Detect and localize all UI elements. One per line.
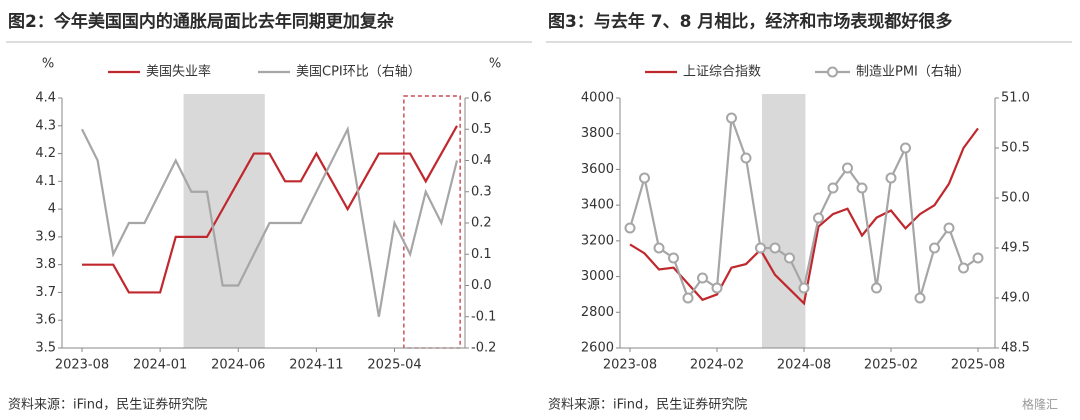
y2-tick-label: -0.2 [471, 341, 496, 356]
series-line [629, 127, 979, 306]
y-tick-label: 3800 [581, 126, 614, 141]
point-marker [755, 242, 766, 254]
y2-tick-label: 48.5 [1001, 341, 1030, 356]
point-marker [769, 242, 781, 254]
legend-label: 美国失业率 [146, 64, 211, 80]
source: 资料来源：iFind，民生证券研究院 [548, 397, 747, 413]
y2-tick-label: 0.5 [471, 122, 492, 137]
point-marker [871, 282, 882, 294]
y2-tick-label: 0.2 [471, 216, 492, 231]
source: 资料来源：iFind，民生证券研究院 [8, 397, 207, 413]
y2-tick-label: -0.1 [471, 309, 496, 324]
point-marker [639, 172, 650, 184]
y-tick-label: 2800 [581, 305, 614, 320]
point-marker [697, 272, 708, 284]
y-tick-label: 4.3 [35, 118, 56, 133]
y2-tick-label: 0.0 [471, 278, 492, 293]
y-tick-label: 4.1 [35, 174, 56, 189]
point-marker [813, 212, 824, 224]
y2-axis-label: % [489, 57, 501, 72]
point-marker [798, 282, 810, 294]
point-marker [842, 162, 853, 174]
y-tick-label: 3.9 [35, 229, 56, 244]
y-tick-label: 4 [48, 202, 56, 217]
y2-tick-label: 0.3 [471, 184, 492, 199]
y-tick-label: 2600 [581, 341, 614, 356]
x-tick-label: 2023-08 [55, 358, 109, 373]
y2-tick-label: 0.4 [471, 153, 492, 168]
point-marker [914, 292, 926, 304]
legend-label: 上证综合指数 [683, 65, 761, 80]
x-tick-label: 2023-08 [603, 358, 657, 373]
point-marker [958, 262, 969, 274]
x-tick-label: 2025-02 [864, 358, 918, 373]
y-tick-label: 3.5 [35, 341, 56, 356]
x-tick-label: 2025-04 [367, 358, 421, 373]
series-line [81, 125, 459, 317]
y2-tick-label: 0.1 [471, 247, 492, 262]
y-tick-label: 3.8 [35, 257, 56, 272]
chart-title: 图3：与去年 7、8 月相比，经济和市场表现都好很多 [548, 11, 952, 32]
y-tick-label: 3200 [581, 233, 614, 248]
point-marker [740, 152, 752, 164]
y-tick-label: 3.6 [35, 313, 56, 328]
legend-label: 美国CPI环比（右轴） [296, 65, 421, 80]
x-tick-label: 2024-02 [690, 358, 744, 373]
point-marker [653, 242, 665, 254]
point-marker [856, 182, 868, 194]
chart-title: 图2：今年美国国内的通胀局面比去年同期更加复杂 [8, 11, 394, 32]
x-tick-label: 2024-11 [289, 358, 343, 373]
point-marker [624, 222, 636, 234]
point-marker [726, 112, 737, 124]
y-axis-label: % [42, 57, 54, 72]
y2-tick-label: 0.6 [471, 91, 492, 106]
point-marker [943, 222, 955, 234]
x-tick-label: 2024-08 [777, 358, 831, 373]
y2-tick-label: 49.0 [1001, 291, 1030, 306]
y-tick-label: 3.7 [35, 285, 56, 300]
y-tick-label: 3000 [581, 269, 614, 284]
point-marker [711, 282, 723, 294]
y-tick-label: 3400 [581, 198, 614, 213]
x-tick-label: 2024-06 [211, 358, 265, 373]
point-marker [784, 252, 795, 264]
y-tick-label: 4000 [581, 91, 614, 106]
y-tick-label: 4.4 [35, 91, 56, 106]
y-tick-label: 4.2 [35, 146, 56, 161]
y2-tick-label: 50.5 [1001, 141, 1030, 156]
point-marker [682, 292, 694, 304]
shaded-period [183, 94, 265, 348]
y2-tick-label: 50.0 [1001, 191, 1030, 206]
y-tick-label: 3600 [581, 162, 614, 177]
point-marker [668, 252, 679, 264]
y2-tick-label: 51.0 [1001, 91, 1030, 106]
point-marker [972, 252, 984, 264]
y2-tick-label: 49.5 [1001, 241, 1030, 256]
legend-marker [827, 66, 838, 78]
shaded-period [761, 94, 806, 348]
legend-label: 制造业PMI（右轴） [856, 65, 970, 80]
x-tick-label: 2024-01 [133, 358, 187, 373]
series-line [82, 125, 458, 294]
point-marker [929, 242, 940, 254]
x-tick-label: 2025-08 [951, 358, 1005, 373]
point-marker [885, 172, 897, 184]
point-marker [900, 142, 911, 154]
point-marker [827, 182, 839, 194]
watermark: 格隆汇 [1022, 397, 1058, 412]
